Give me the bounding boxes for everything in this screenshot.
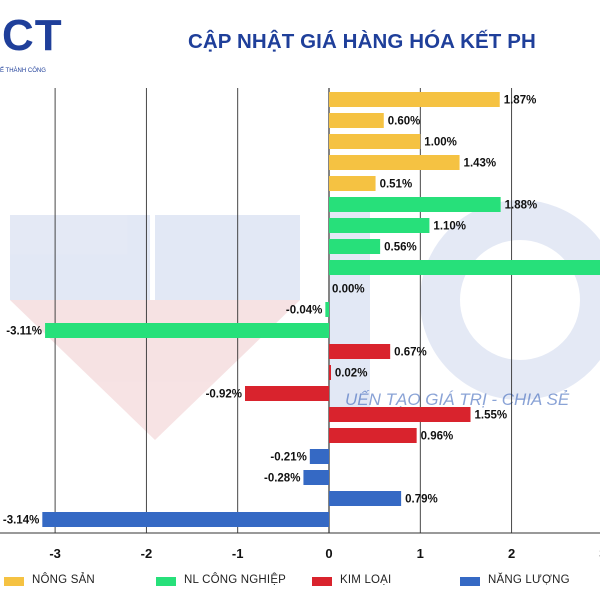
bar-value-label: 1.55% — [475, 410, 508, 422]
bar-value-label: 0.67% — [394, 347, 427, 359]
bar — [329, 239, 381, 254]
bar-value-label: 0.51% — [380, 179, 413, 191]
bar — [329, 365, 331, 380]
bar — [329, 113, 384, 128]
watermark-text: UẾN TẠO GIÁ TRỊ - CHIA SẺ — [345, 390, 570, 409]
bar — [245, 386, 329, 401]
x-tick-label: -2 — [141, 546, 153, 561]
bar-value-label: -0.04% — [286, 305, 322, 317]
bar — [329, 407, 471, 422]
legend-label: NĂNG LƯỢNG — [488, 574, 570, 586]
bar-value-label: -3.11% — [6, 326, 42, 338]
watermark-shape — [10, 300, 300, 440]
bar-value-label: -3.14% — [3, 515, 39, 527]
logo-text: CT — [2, 11, 63, 60]
chart-data-labels: 1.87% 0.60%1.00% 1.43% 0.51% 1.88% 1.10% 0.56%… — [3, 95, 537, 527]
x-tick-label: -3 — [49, 546, 61, 561]
x-tick-label: 2 — [508, 546, 515, 561]
bar — [45, 323, 329, 338]
bar — [329, 197, 501, 212]
bar — [303, 470, 329, 485]
legend-swatch — [312, 577, 332, 586]
bar — [329, 176, 376, 191]
bar-value-label: -0.28% — [264, 473, 300, 485]
legend-swatch — [460, 577, 480, 586]
legend-swatch — [156, 577, 176, 586]
bar — [329, 491, 402, 506]
x-tick-label: 0 — [325, 546, 332, 561]
bar — [329, 428, 417, 443]
x-tick-label: 1 — [417, 546, 424, 561]
x-tick-label: -1 — [232, 546, 244, 561]
bar-value-label: 1.87% — [504, 95, 537, 107]
legend-swatch — [4, 577, 24, 586]
bar — [329, 344, 391, 359]
watermark-shape — [420, 200, 600, 400]
bar-value-label: 1.00% — [424, 137, 457, 149]
bar-value-label: 0.60% — [388, 116, 421, 128]
legend-label: KIM LOẠI — [340, 574, 392, 586]
chart-legend: NÔNG SẢN NL CÔNG NGHIỆP KIM LOẠI NĂNG LƯỢNG — [0, 573, 600, 591]
bar — [329, 260, 600, 275]
bar-value-label: 1.88% — [505, 200, 538, 212]
legend-label: NÔNG SẢN — [32, 574, 95, 586]
bar-value-label: 0.79% — [405, 494, 438, 506]
legend-label: NL CÔNG NGHIỆP — [184, 574, 287, 586]
bar-value-label: 0.96% — [421, 431, 454, 443]
watermark-shape — [10, 215, 150, 300]
page-title: CẬP NHẬT GIÁ HÀNG HÓA KẾT PH — [188, 30, 536, 53]
watermark-shape — [155, 215, 300, 300]
bar — [42, 512, 330, 527]
chart-bars — [42, 92, 600, 527]
bar-value-label: 1.43% — [464, 158, 497, 170]
logo-subtext: Ế THÀNH CÔNG — [0, 68, 46, 74]
bar — [329, 134, 421, 149]
bar — [329, 155, 460, 170]
bar — [309, 449, 329, 464]
bar-value-label: 0.00% — [332, 284, 365, 296]
bar-value-label: -0.92% — [206, 389, 242, 401]
bar-value-label: 0.02% — [335, 368, 368, 380]
bar-value-label: 0.56% — [384, 242, 417, 254]
bar-value-label: 1.10% — [433, 221, 466, 233]
bar — [325, 302, 329, 317]
company-logo: CT Ế THÀNH CÔNG — [0, 10, 90, 75]
bar — [329, 92, 500, 107]
chart-x-ticks: -3-2-10123 — [49, 546, 600, 561]
bar — [329, 218, 430, 233]
bar-value-label: -0.21% — [270, 452, 306, 464]
